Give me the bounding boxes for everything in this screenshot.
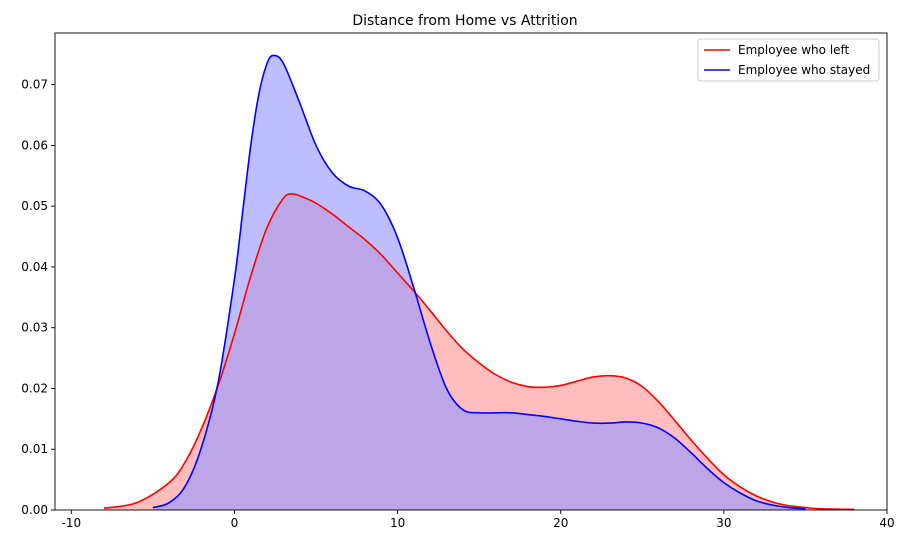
legend-label-stayed: Employee who stayed xyxy=(738,63,870,77)
x-tick-label: 10 xyxy=(390,516,405,530)
density-line-stayed xyxy=(152,54,806,510)
x-tick-label: 40 xyxy=(879,516,894,530)
x-tick-label: 30 xyxy=(716,516,731,530)
legend-box xyxy=(697,38,880,82)
y-tick-label: 0.03 xyxy=(21,321,48,335)
density-area-stayed xyxy=(152,55,806,510)
y-tick-label: 0.07 xyxy=(21,78,48,92)
y-tick-label: 0.02 xyxy=(21,381,48,395)
density-line-left xyxy=(103,193,855,511)
y-tick-label: 0.00 xyxy=(21,503,48,517)
x-tick-label: 0 xyxy=(231,516,239,530)
y-tick-label: 0.04 xyxy=(21,260,48,274)
y-axis: 0.00 0.01 0.02 0.03 0.04 0.05 0.06 0.07 xyxy=(21,78,55,517)
x-tick-label: 20 xyxy=(553,516,568,530)
plot-area xyxy=(103,54,855,511)
chart-title: Distance from Home vs Attrition xyxy=(352,13,577,29)
legend-label-left: Employee who left xyxy=(738,43,850,57)
x-tick-label: -10 xyxy=(62,516,82,530)
plot-frame xyxy=(54,32,888,511)
x-axis: -10 0 10 20 30 40 xyxy=(62,510,895,530)
y-tick-label: 0.05 xyxy=(21,199,48,213)
y-tick-label: 0.01 xyxy=(21,442,48,456)
y-tick-label: 0.06 xyxy=(21,138,48,152)
legend: Employee who left Employee who stayed xyxy=(697,38,880,82)
